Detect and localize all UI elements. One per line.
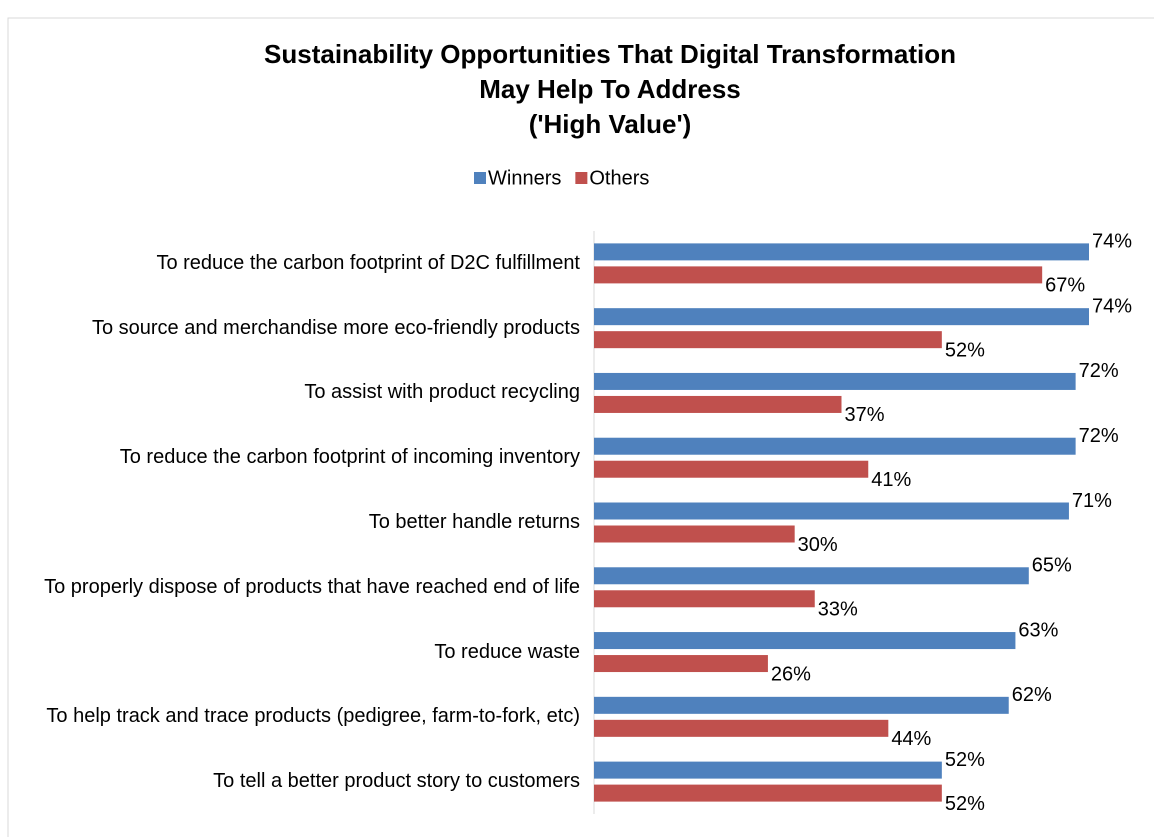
chart-title: Sustainability Opportunities That Digita…: [264, 39, 956, 69]
y-tick-label: To source and merchandise more eco-frien…: [91, 316, 580, 339]
bar: [594, 632, 1016, 650]
bar: [594, 525, 795, 543]
legend-swatch: [575, 172, 588, 184]
category-label-box: To help track and trace products (pedigr…: [46, 705, 580, 728]
data-label: 67%: [1045, 275, 1085, 297]
bar: [594, 266, 1043, 284]
bar: [594, 567, 1029, 585]
y-tick-label: To better handle returns: [368, 511, 580, 533]
bar: [594, 243, 1089, 261]
bar: [594, 719, 889, 737]
category-label-box: To assist with product recycling: [304, 381, 580, 404]
category-label-box: To reduce the carbon footprint of D2C fu…: [156, 251, 580, 274]
data-label: 30%: [798, 534, 838, 556]
data-label: 71%: [1072, 490, 1112, 512]
bar: [594, 395, 842, 413]
data-label: 62%: [1012, 684, 1052, 706]
data-label: 72%: [1079, 425, 1119, 447]
chart-title: ('High Value'): [529, 109, 692, 139]
bar: [594, 696, 1009, 714]
bar: [594, 590, 815, 608]
legend-label: Others: [589, 167, 649, 189]
data-label: 37%: [845, 404, 885, 426]
bar: [594, 761, 942, 779]
y-tick-label: To properly dispose of products that hav…: [44, 575, 580, 598]
data-label: 52%: [945, 749, 985, 771]
y-tick-label: To reduce the carbon footprint of D2C fu…: [156, 251, 580, 274]
category-label-box: To reduce waste: [434, 640, 580, 663]
legend-label: Winners: [488, 167, 561, 189]
data-label: 63%: [1018, 619, 1058, 641]
bar: [594, 784, 942, 802]
data-label: 52%: [945, 793, 985, 815]
category-label-box: To source and merchandise more eco-frien…: [91, 316, 580, 339]
category-label-box: To better handle returns: [368, 511, 580, 533]
bar: [594, 502, 1069, 520]
data-label: 26%: [771, 663, 811, 685]
bar: [594, 437, 1076, 455]
bar: [594, 372, 1076, 390]
data-label: 41%: [871, 469, 911, 491]
data-label: 65%: [1032, 555, 1072, 577]
data-label: 72%: [1079, 360, 1119, 382]
chart-title: May Help To Address: [479, 74, 741, 104]
bar: [594, 308, 1089, 326]
category-label-box: To reduce the carbon footprint of incomi…: [119, 446, 580, 469]
category-label-box: To tell a better product story to custom…: [213, 770, 580, 793]
legend-swatch: [474, 172, 486, 184]
y-tick-label: To reduce waste: [434, 640, 580, 663]
bar: [594, 460, 869, 478]
y-tick-label: To help track and trace products (pedigr…: [46, 705, 580, 728]
data-label: 52%: [945, 339, 985, 361]
data-label: 44%: [891, 728, 931, 750]
category-label-box: To properly dispose of products that hav…: [44, 575, 580, 598]
data-label: 74%: [1092, 231, 1132, 253]
y-tick-label: To assist with product recycling: [304, 381, 580, 404]
y-tick-label: To tell a better product story to custom…: [213, 770, 580, 793]
bar: [594, 655, 768, 673]
data-label: 74%: [1092, 295, 1132, 317]
data-label: 33%: [818, 599, 858, 621]
y-tick-label: To reduce the carbon footprint of incomi…: [119, 446, 580, 469]
bar: [594, 331, 942, 349]
